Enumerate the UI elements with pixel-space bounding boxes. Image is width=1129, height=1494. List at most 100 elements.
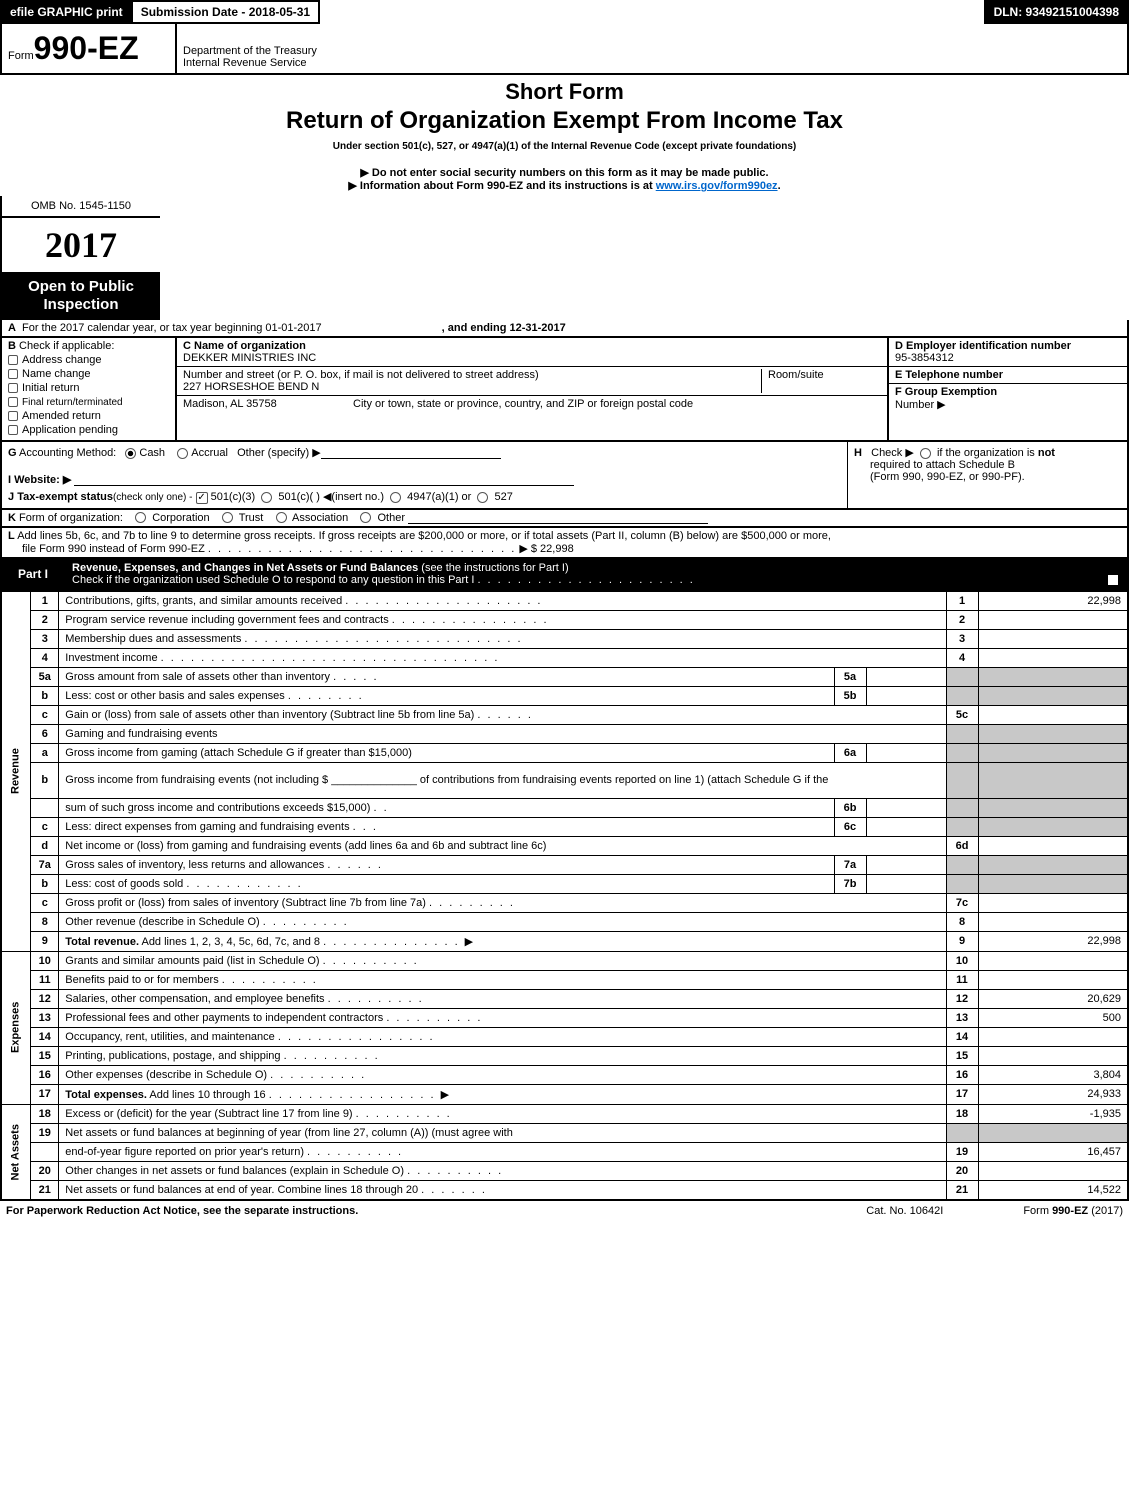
chk-name-change[interactable]: Name change bbox=[8, 368, 169, 380]
amount-cell[interactable] bbox=[978, 912, 1128, 931]
table-row: 21Net assets or fund balances at end of … bbox=[1, 1180, 1128, 1200]
line-description: Other expenses (describe in Schedule O) … bbox=[59, 1065, 946, 1084]
line-h-text1: Check ▶ bbox=[871, 447, 914, 459]
chk-schedule-b[interactable] bbox=[920, 448, 931, 459]
schedule-o-checkbox[interactable]: ✓ bbox=[1107, 574, 1119, 586]
section-expenses: Expenses bbox=[1, 951, 31, 1104]
amount-cell[interactable]: 3,804 bbox=[978, 1065, 1128, 1084]
line-number: b bbox=[31, 874, 59, 893]
amount-cell[interactable]: 500 bbox=[978, 1008, 1128, 1027]
sub-amount[interactable] bbox=[866, 798, 946, 817]
radio-accrual[interactable] bbox=[177, 448, 188, 459]
table-row: aGross income from gaming (attach Schedu… bbox=[1, 743, 1128, 762]
radio-other[interactable] bbox=[360, 512, 371, 523]
amount-cell[interactable] bbox=[978, 705, 1128, 724]
box-number: 19 bbox=[946, 1142, 978, 1161]
amount-cell[interactable]: -1,935 bbox=[978, 1104, 1128, 1123]
radio-assoc[interactable] bbox=[276, 512, 287, 523]
chk-final-return[interactable]: Final return/terminated bbox=[8, 396, 169, 408]
box-e: E Telephone number bbox=[889, 367, 1127, 384]
sub-line-number: 6c bbox=[834, 817, 866, 836]
checkbox-icon bbox=[8, 355, 18, 365]
table-row: 2Program service revenue including gover… bbox=[1, 610, 1128, 629]
chk-application-pending[interactable]: Application pending bbox=[8, 424, 169, 436]
website-input[interactable] bbox=[74, 474, 574, 486]
line-number: c bbox=[31, 817, 59, 836]
amount-cell[interactable] bbox=[978, 970, 1128, 989]
grey-cell bbox=[978, 762, 1128, 798]
sub-amount[interactable] bbox=[866, 743, 946, 762]
sub-amount[interactable] bbox=[866, 874, 946, 893]
chk-527[interactable] bbox=[477, 492, 488, 503]
line-l-letter: L bbox=[8, 530, 15, 542]
table-row: 13Professional fees and other payments t… bbox=[1, 1008, 1128, 1027]
part1-header: Part I Revenue, Expenses, and Changes in… bbox=[0, 559, 1129, 591]
org-name-cell: C Name of organization DEKKER MINISTRIES… bbox=[177, 338, 887, 367]
amount-cell[interactable] bbox=[978, 951, 1128, 970]
line-description: Salaries, other compensation, and employ… bbox=[59, 989, 946, 1008]
amount-cell[interactable]: 24,933 bbox=[978, 1084, 1128, 1104]
sub-amount[interactable] bbox=[866, 817, 946, 836]
line-number: a bbox=[31, 743, 59, 762]
chk-4947[interactable] bbox=[390, 492, 401, 503]
line-description: Gain or (loss) from sale of assets other… bbox=[59, 705, 946, 724]
chk-501c[interactable] bbox=[261, 492, 272, 503]
amount-cell[interactable] bbox=[978, 836, 1128, 855]
box-b-label: Check if applicable: bbox=[19, 340, 114, 352]
sub-amount[interactable] bbox=[866, 855, 946, 874]
box-number: 9 bbox=[946, 931, 978, 951]
amount-cell[interactable] bbox=[978, 893, 1128, 912]
amount-cell[interactable]: 16,457 bbox=[978, 1142, 1128, 1161]
amount-cell[interactable]: 14,522 bbox=[978, 1180, 1128, 1200]
chk-address-change[interactable]: Address change bbox=[8, 354, 169, 366]
table-row: 7aGross sales of inventory, less returns… bbox=[1, 855, 1128, 874]
amount-cell[interactable]: 22,998 bbox=[978, 931, 1128, 951]
amount-cell[interactable]: 22,998 bbox=[978, 591, 1128, 610]
checkbox-icon bbox=[8, 369, 18, 379]
sub-amount[interactable] bbox=[866, 686, 946, 705]
line-k-letter: K bbox=[8, 512, 16, 524]
opt-corp: Corporation bbox=[152, 512, 209, 524]
omb-number: OMB No. 1545-1150 bbox=[2, 196, 160, 218]
form-label: Form bbox=[8, 50, 34, 62]
instructions-link[interactable]: www.irs.gov/form990ez bbox=[656, 180, 778, 192]
chk-501c3[interactable]: ✓ bbox=[196, 492, 208, 504]
line-number: c bbox=[31, 705, 59, 724]
amount-cell[interactable] bbox=[978, 1046, 1128, 1065]
box-number: 1 bbox=[946, 591, 978, 610]
footer-right: Form 990-EZ (2017) bbox=[1023, 1205, 1123, 1217]
box-b-letter: B bbox=[8, 340, 16, 352]
part1-title-text: Revenue, Expenses, and Changes in Net As… bbox=[72, 562, 418, 574]
chk-amended-return[interactable]: Amended return bbox=[8, 410, 169, 422]
line-description: Gaming and fundraising events bbox=[59, 724, 946, 743]
box-number: 10 bbox=[946, 951, 978, 970]
line-number: b bbox=[31, 686, 59, 705]
line-description: Less: direct expenses from gaming and fu… bbox=[59, 817, 834, 836]
line-number: 6 bbox=[31, 724, 59, 743]
line-h-text3: required to attach Schedule B bbox=[870, 459, 1015, 471]
other-specify-input[interactable] bbox=[321, 447, 501, 459]
table-row: bLess: cost or other basis and sales exp… bbox=[1, 686, 1128, 705]
amount-cell[interactable] bbox=[978, 629, 1128, 648]
line-j-letter: J bbox=[8, 491, 14, 503]
line-number: 8 bbox=[31, 912, 59, 931]
other-org-input[interactable] bbox=[408, 512, 708, 524]
amount-cell[interactable]: 20,629 bbox=[978, 989, 1128, 1008]
line-l-text2: file Form 990 instead of Form 990-EZ bbox=[22, 543, 205, 555]
footer-cat: Cat. No. 10642I bbox=[866, 1205, 943, 1217]
sub-amount[interactable] bbox=[866, 667, 946, 686]
radio-cash[interactable] bbox=[125, 448, 136, 459]
amount-cell[interactable] bbox=[978, 610, 1128, 629]
grey-cell bbox=[946, 874, 978, 893]
line-h-not: not bbox=[1038, 447, 1055, 459]
amount-cell[interactable] bbox=[978, 1161, 1128, 1180]
amount-cell[interactable] bbox=[978, 1027, 1128, 1046]
line-number: 15 bbox=[31, 1046, 59, 1065]
grey-cell bbox=[946, 686, 978, 705]
radio-corp[interactable] bbox=[135, 512, 146, 523]
table-row: 11Benefits paid to or for members . . . … bbox=[1, 970, 1128, 989]
chk-initial-return[interactable]: Initial return bbox=[8, 382, 169, 394]
amount-cell[interactable] bbox=[978, 648, 1128, 667]
open-line2: Inspection bbox=[6, 296, 156, 314]
radio-trust[interactable] bbox=[222, 512, 233, 523]
